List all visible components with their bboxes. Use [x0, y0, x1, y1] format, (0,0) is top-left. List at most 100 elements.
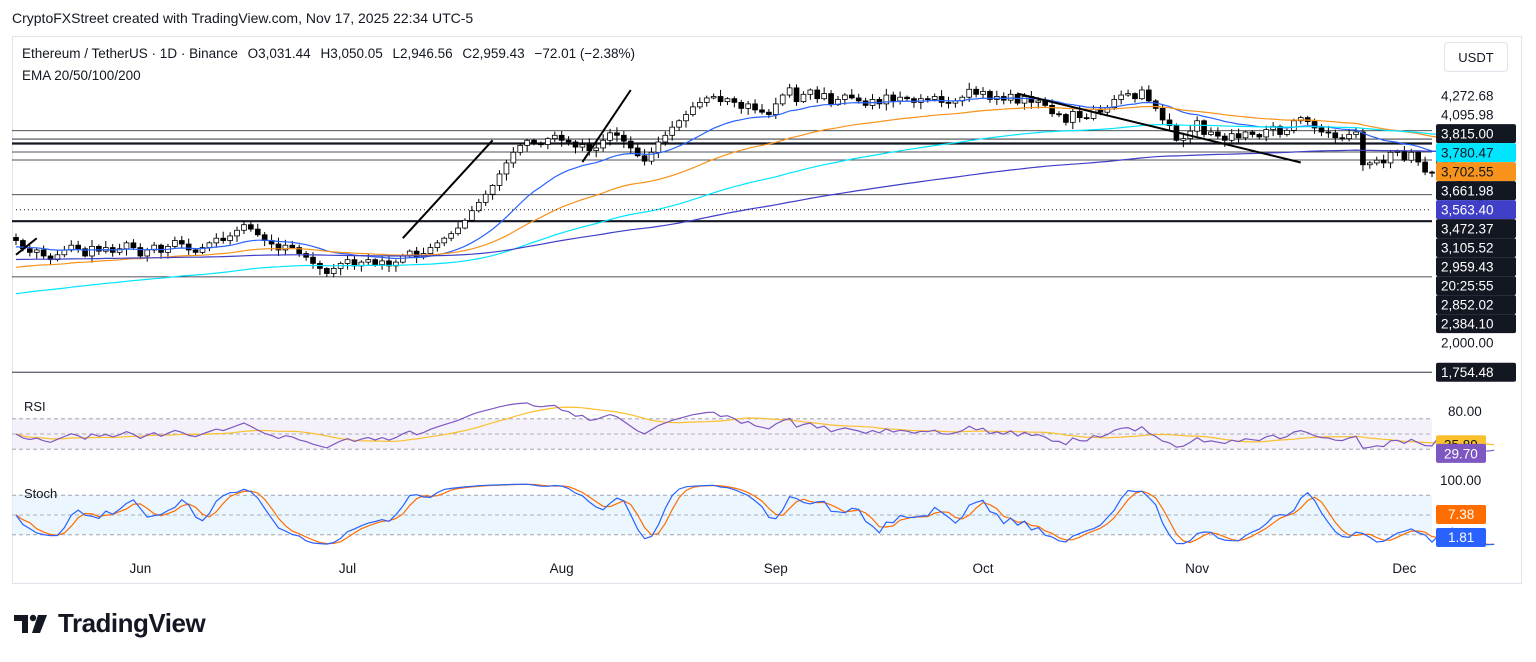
price-axis-label: 4,095.98: [1441, 108, 1494, 123]
candle: [324, 268, 330, 274]
candle: [379, 260, 385, 266]
candle: [745, 103, 751, 109]
candle: [185, 243, 192, 251]
candle: [1180, 138, 1187, 141]
price-axis-label: 2,384.10: [1441, 317, 1494, 332]
candle: [296, 247, 303, 254]
candle: [1201, 120, 1207, 135]
ema-200-line: [15, 149, 1495, 261]
low-value: L2,946.56: [392, 46, 453, 61]
open-value: O3,031.44: [247, 46, 311, 61]
candle: [945, 101, 952, 104]
stoch-pane-label[interactable]: Stoch: [24, 486, 58, 501]
candle: [627, 140, 634, 149]
candle: [703, 97, 710, 103]
candle: [1284, 129, 1290, 135]
candle: [1256, 134, 1263, 138]
candle: [399, 255, 406, 263]
rsi-ma-line: [15, 406, 1495, 446]
candle: [1318, 127, 1325, 133]
candle: [1263, 129, 1270, 138]
candle: [1291, 120, 1297, 131]
price-label-bg: [1436, 200, 1516, 220]
candle: [116, 248, 123, 253]
candle: [848, 94, 855, 99]
candle: [310, 256, 316, 264]
candle: [503, 162, 510, 175]
candle: [1221, 135, 1228, 141]
candle: [434, 242, 441, 248]
candle: [1152, 100, 1159, 109]
candle: [1063, 114, 1069, 123]
price-axis-label: 2,852.02: [1441, 298, 1494, 313]
candle: [1311, 121, 1318, 129]
candle: [1401, 151, 1408, 161]
candle: [1228, 133, 1235, 141]
candle: [172, 240, 178, 247]
change-value: −72.01 (−2.38%): [534, 46, 636, 61]
candle: [1353, 131, 1359, 135]
candle: [275, 243, 282, 251]
candle: [1145, 89, 1152, 102]
candle: [89, 245, 95, 257]
candle: [1360, 131, 1366, 166]
candle: [158, 244, 164, 253]
price-axis-label: 3,815.00: [1441, 127, 1494, 142]
candle: [1380, 159, 1387, 164]
ema-100-line: [15, 124, 1495, 295]
rsi-label-bg: [1436, 443, 1486, 463]
currency-button[interactable]: USDT: [1444, 42, 1508, 72]
price-axis-label: 3,702.55: [1441, 165, 1494, 180]
candle: [510, 151, 517, 164]
candle: [462, 219, 468, 229]
candle: [1118, 94, 1124, 100]
candle: [234, 229, 240, 237]
candle: [137, 247, 144, 257]
price-label-bg: [1436, 314, 1516, 334]
candle: [786, 87, 793, 96]
stoch-d-label-bg: [1436, 505, 1486, 524]
candle: [1139, 89, 1145, 100]
candle: [842, 94, 848, 100]
candle: [1215, 131, 1221, 137]
price-label-bg: [1436, 257, 1516, 277]
candle: [213, 237, 220, 244]
indicator-legend[interactable]: EMA 20/50/100/200: [22, 68, 141, 83]
x-tick-label: Jun: [129, 561, 151, 576]
candle: [151, 244, 157, 251]
candle: [772, 103, 779, 115]
candle: [1422, 161, 1428, 173]
candle: [96, 245, 102, 252]
candle: [614, 132, 620, 136]
candle: [717, 96, 724, 103]
candle: [1111, 99, 1118, 109]
candle: [1159, 107, 1166, 121]
price-axis-label: 3,780.47: [1441, 146, 1494, 161]
candle: [807, 89, 814, 95]
candle: [1339, 137, 1346, 140]
candle: [227, 235, 233, 241]
candle: [1083, 117, 1090, 120]
candle: [1125, 93, 1131, 96]
symbol-name[interactable]: Ethereum / TetherUS · 1D · Binance: [22, 46, 238, 61]
tradingview-footer[interactable]: TradingView: [14, 608, 206, 639]
candle: [551, 134, 558, 140]
price-label-bg: [1436, 238, 1516, 258]
ema-20-line: [15, 97, 1495, 260]
candle: [655, 141, 662, 153]
candle: [828, 93, 834, 106]
stoch-k-value-label: 1.81: [1448, 530, 1474, 545]
candle: [1132, 93, 1138, 100]
candle: [372, 259, 378, 266]
price-label-bg: [1436, 143, 1516, 163]
candle: [676, 120, 682, 128]
rsi-pane-label[interactable]: RSI: [24, 399, 46, 414]
price-axis-label: 3,105.52: [1441, 241, 1494, 256]
candle: [1194, 120, 1200, 132]
candle: [641, 155, 648, 162]
candle: [724, 98, 731, 103]
candle: [621, 134, 627, 142]
candle: [496, 173, 503, 186]
rsi-line: [15, 402, 1495, 452]
